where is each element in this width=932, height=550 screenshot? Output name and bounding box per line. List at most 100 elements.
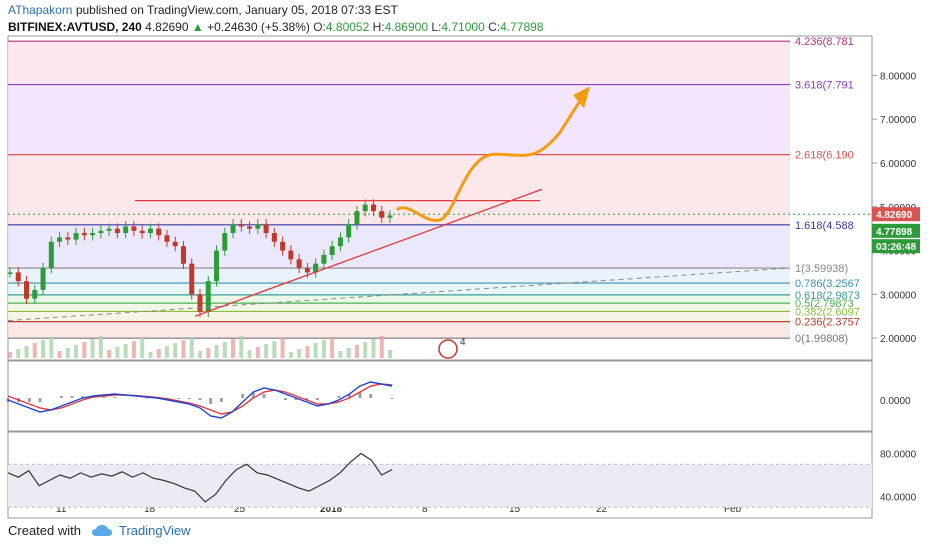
volume-bar <box>305 346 310 358</box>
tradingview-brand-link[interactable]: TradingView <box>118 523 191 538</box>
x-axis-label: 15 <box>509 504 521 515</box>
symbol-label[interactable]: BITFINEX:AVTUSD, 240 <box>8 20 142 34</box>
rsi-y-label: 40.0000 <box>880 493 917 504</box>
macd-histogram-bar <box>198 398 202 400</box>
rsi-band <box>8 464 872 508</box>
candle-body <box>362 204 368 212</box>
macd-y-label: 0.0000 <box>880 396 911 407</box>
volume-bar <box>231 339 236 358</box>
volume-bar <box>354 345 359 358</box>
projection-path <box>396 91 587 222</box>
macd-histogram-bar <box>187 398 191 399</box>
tradingview-cloud-icon <box>91 524 112 536</box>
price-badge <box>872 207 920 222</box>
macd-histogram-bar <box>294 398 298 400</box>
candle-body <box>379 211 385 218</box>
volume-bar <box>24 346 29 358</box>
x-axis-label: 11 <box>56 504 67 515</box>
x-axis-label: 2018 <box>320 504 343 515</box>
candle-body <box>280 241 286 251</box>
candle-body <box>189 263 195 295</box>
candle-body <box>123 226 129 234</box>
open-label: O: <box>313 20 326 34</box>
candle-body <box>73 233 79 240</box>
volume-bar <box>107 350 112 358</box>
candle-body <box>230 224 236 234</box>
volume-bar <box>173 343 178 358</box>
macd-histogram-bar <box>6 398 10 402</box>
volume-bar <box>371 339 376 358</box>
macd-histogram-bar <box>219 398 223 402</box>
volume-bar <box>115 347 120 358</box>
volume-bar <box>247 350 252 358</box>
volume-bar <box>49 337 54 358</box>
candle-body <box>7 272 13 274</box>
candle-body <box>214 250 220 282</box>
macd-histogram-bar <box>390 398 394 399</box>
fib-level-label: 4.236(8.781 <box>795 36 854 48</box>
volume-bar <box>90 339 95 358</box>
volume-bar <box>148 352 153 358</box>
macd-histogram-bar <box>315 398 319 400</box>
volume-bar <box>222 342 227 358</box>
candle-body <box>370 204 376 212</box>
created-with-text: Created with <box>8 523 81 538</box>
candle-body <box>238 224 244 227</box>
fib-band <box>8 321 790 339</box>
candle-body <box>197 294 203 312</box>
macd-histogram-bar <box>145 398 149 399</box>
y-axis-label: 3.00000 <box>880 290 917 301</box>
macd-histogram-bar <box>347 394 351 398</box>
volume-bar <box>280 338 285 358</box>
author-link[interactable]: AThapakorn <box>8 3 73 17</box>
fib-band <box>8 283 790 295</box>
event-badge <box>438 339 458 359</box>
volume-bar <box>198 351 202 358</box>
volume-bar <box>98 336 103 358</box>
x-axis-label: 8 <box>422 504 428 515</box>
close-label: C: <box>488 20 501 34</box>
volume-bar <box>32 343 37 358</box>
fib-band <box>8 303 790 312</box>
volume-bar <box>181 340 186 358</box>
candle-body <box>263 224 269 234</box>
y-axis-label: 7.00000 <box>880 115 917 126</box>
fib-band <box>8 294 790 304</box>
fib-level-label: 2.618(6.190 <box>795 150 854 162</box>
fib-level-label: 3.618(7.791 <box>795 80 854 92</box>
x-axis-label: 25 <box>234 504 246 515</box>
candle-body <box>131 226 137 231</box>
y-axis-label: 8.00000 <box>880 71 917 82</box>
volume-bar <box>363 342 368 358</box>
candle-body <box>354 211 360 225</box>
fib-band <box>8 154 790 225</box>
fib-level-label: 0.618(2.9873 <box>795 290 860 302</box>
price-badge <box>872 239 920 254</box>
projection-arrowhead <box>573 86 590 109</box>
macd-histogram-bar <box>102 397 106 398</box>
candle-body <box>172 241 178 247</box>
volume-bar <box>82 342 87 358</box>
volume-bar <box>379 336 384 358</box>
low-label: L: <box>431 20 442 34</box>
volume-bar <box>272 341 277 358</box>
chart-canvas[interactable]: 4.236(8.781 3.618(7.791 2.618(6.190 1.618(4… <box>0 0 932 520</box>
fib-level-label: 0(1.99808) <box>795 333 848 345</box>
footer: Created with TradingView <box>8 523 191 538</box>
price-badge <box>872 223 920 238</box>
candle-body <box>205 281 211 312</box>
candle-body <box>271 233 277 242</box>
volume-bar <box>206 348 211 358</box>
candle-body <box>147 228 153 234</box>
volume-bar <box>346 348 351 358</box>
macd-line <box>7 381 393 419</box>
fib-band <box>8 224 790 269</box>
candle-body <box>32 289 38 299</box>
candle-body <box>106 228 112 231</box>
volume-bar <box>164 346 169 358</box>
volume-bar <box>57 351 62 358</box>
high-value: 4.86900 <box>384 20 429 34</box>
macd-histogram-bar <box>251 392 255 398</box>
low-value: 4.71000 <box>441 20 485 34</box>
fib-level-label: 0.382(2.6097 <box>795 306 860 318</box>
